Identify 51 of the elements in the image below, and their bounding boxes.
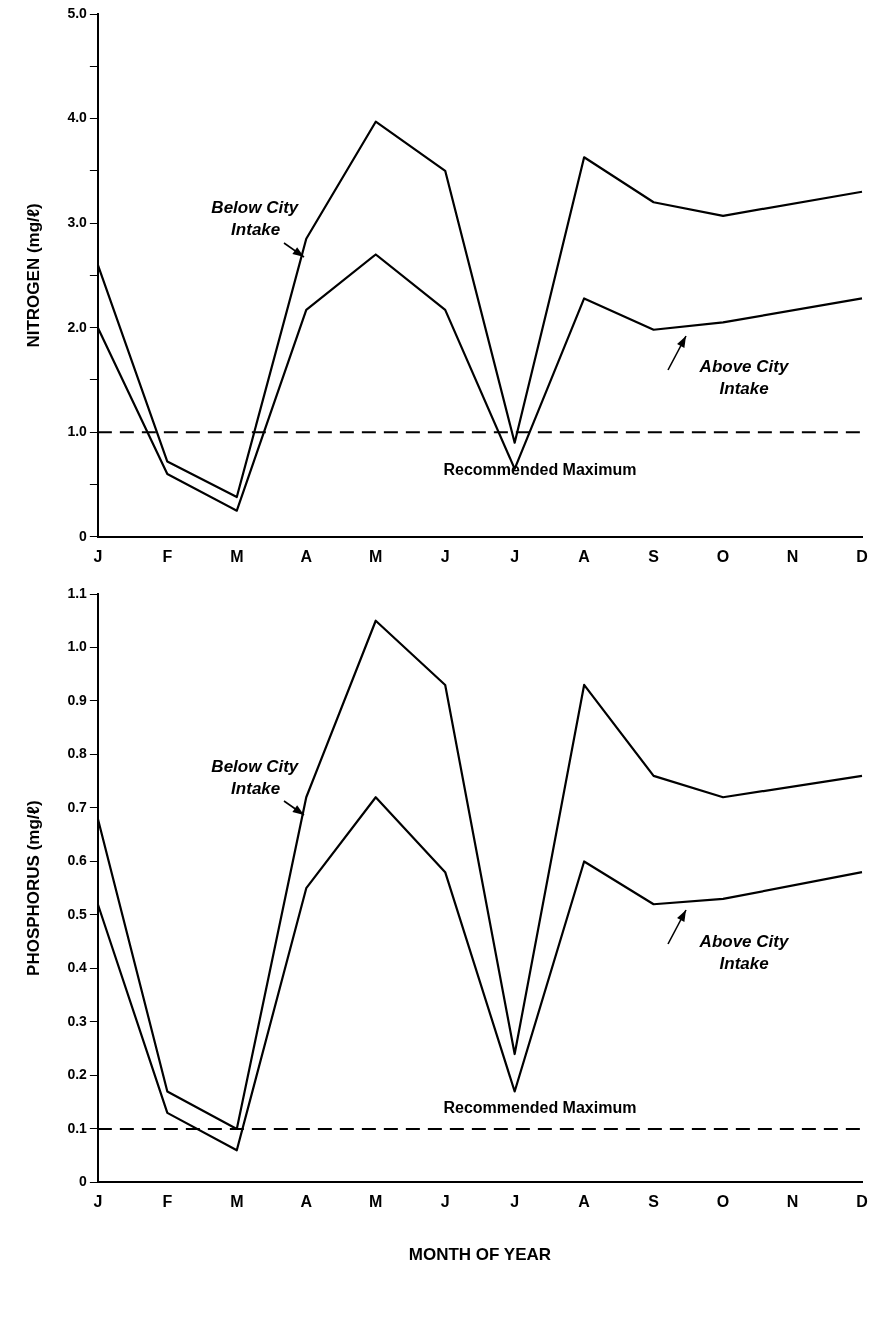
x-tick-label: M <box>230 1193 244 1211</box>
series-label: Above City Intake <box>698 357 790 399</box>
ref-line-label: Recommended Maximum <box>443 460 637 478</box>
series-label: Below City Intake <box>211 198 300 240</box>
y-tick-label: 5.0 <box>67 4 88 21</box>
x-tick-label: S <box>648 547 660 565</box>
y-tick-label: 0.2 <box>67 1066 88 1083</box>
y-tick-label: 3.0 <box>67 213 88 230</box>
y-tick-label: 1.0 <box>67 638 88 655</box>
y-tick-label: 0.1 <box>67 1119 88 1136</box>
series-label: Below City Intake <box>211 756 300 798</box>
y-tick-label: 0.4 <box>67 959 88 976</box>
y-tick-label: 0 <box>79 1173 88 1190</box>
y-axis-title: PHOSPHORUS (mg/ℓ) <box>23 800 43 976</box>
y-axis-title: NITROGEN (mg/ℓ) <box>23 203 43 348</box>
y-tick-label: 0 <box>79 527 88 544</box>
x-tick-label: N <box>786 1193 799 1211</box>
x-tick-label: D <box>856 547 868 565</box>
x-tick-label: A <box>578 547 591 565</box>
y-tick-label: 0.6 <box>67 852 88 869</box>
x-tick-label: F <box>162 547 173 565</box>
y-tick-label: 0.8 <box>67 745 88 762</box>
y-tick-label: 1.0 <box>67 423 88 440</box>
x-tick-label: M <box>230 547 244 565</box>
x-tick-label: N <box>786 547 799 565</box>
x-tick-label: O <box>716 1193 730 1211</box>
x-tick-label: S <box>648 1193 660 1211</box>
x-tick-label: A <box>300 1193 313 1211</box>
x-tick-label: J <box>510 1193 520 1211</box>
series-label: Above City Intake <box>698 931 790 973</box>
x-tick-label: J <box>440 547 450 565</box>
ref-line-label: Recommended Maximum <box>443 1099 637 1117</box>
x-tick-label: M <box>369 1193 383 1211</box>
y-tick-label: 4.0 <box>67 109 88 126</box>
x-tick-label: J <box>93 547 103 565</box>
x-tick-label: J <box>440 1193 450 1211</box>
y-tick-label: 0.5 <box>67 905 88 922</box>
x-tick-label: J <box>93 1193 103 1211</box>
x-tick-label: F <box>162 1193 173 1211</box>
x-tick-label: M <box>369 547 383 565</box>
x-tick-label: A <box>578 1193 591 1211</box>
y-tick-label: 1.1 <box>67 584 88 601</box>
x-tick-label: D <box>856 1193 868 1211</box>
y-tick-label: 0.9 <box>67 691 88 708</box>
x-tick-label: A <box>300 547 313 565</box>
y-tick-label: 2.0 <box>67 318 88 335</box>
x-axis-title: MONTH OF YEAR <box>408 1245 552 1265</box>
y-tick-label: 0.7 <box>67 798 88 815</box>
x-tick-label: J <box>510 547 520 565</box>
x-tick-label: O <box>716 547 730 565</box>
y-tick-label: 0.3 <box>67 1012 88 1029</box>
